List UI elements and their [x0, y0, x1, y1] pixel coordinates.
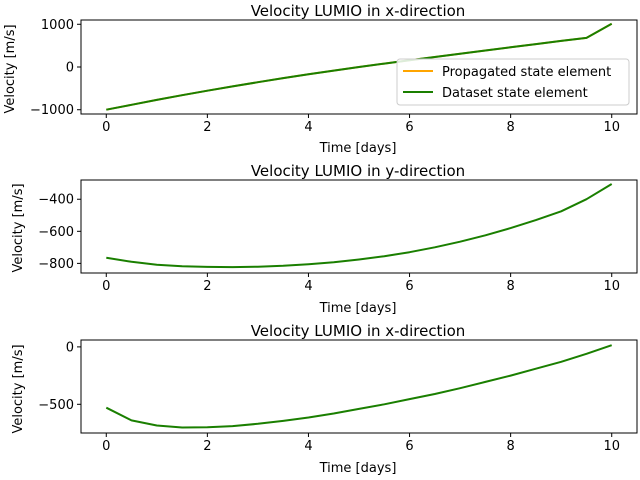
panel-2-ylabel: Velocity [m/s] — [11, 183, 26, 272]
panel-1-plot-area: 0 2 4 6 8 10 −1000 0 1000 — [30, 18, 638, 135]
legend-box — [396, 58, 630, 106]
panel-2-xtick-label: 2 — [203, 279, 211, 294]
panel-1-xtick-label: 4 — [304, 120, 312, 135]
panel-2-plot-area: 0 2 4 6 8 10 −800 −600 −400 — [38, 179, 638, 294]
panel-3-xtick-label: 6 — [405, 439, 413, 454]
panel-1-ytick-label: 1000 — [41, 18, 74, 33]
panel-3-xlabel: Time [days] — [319, 461, 397, 476]
panel-3-xtick-label: 4 — [304, 439, 312, 454]
panel-3-ytick-label: 0 — [66, 340, 74, 355]
panel-1-series-line-1 — [106, 22, 613, 111]
legend-label-propagated: Propagated state element — [442, 65, 611, 80]
panel-2-frame — [80, 179, 638, 274]
panel-1-xtick-label: 10 — [603, 120, 620, 135]
panel-2-xlabel: Time [days] — [319, 301, 397, 316]
panel-1-ylabel: Velocity [m/s] — [3, 24, 18, 113]
panel-2: Velocity LUMIO in y-direction 0 2 4 6 8 10 −80… — [11, 162, 638, 316]
panel-3: Velocity LUMIO in x-direction 0 2 4 6 8 10 −50… — [11, 322, 638, 476]
panel-3-frame — [80, 339, 638, 434]
panel-1-xtick-label: 0 — [102, 120, 110, 135]
panel-2-xtick-label: 10 — [603, 279, 620, 294]
panel-3-xtick-label: 10 — [603, 439, 620, 454]
panel-3-plot-area: 0 2 4 6 8 10 −500 0 — [38, 339, 638, 454]
panel-2-xtick-label: 4 — [304, 279, 312, 294]
panel-1-title: Velocity LUMIO in x-direction — [251, 2, 466, 20]
panel-2-xtick-label: 6 — [405, 279, 413, 294]
panel-3-ylabel: Velocity [m/s] — [11, 344, 26, 433]
panel-3-series-line-0 — [105, 344, 613, 429]
panel-1-xlabel: Time [days] — [319, 141, 397, 156]
panel-3-xtick-label: 2 — [203, 439, 211, 454]
panel-2-xtick-label: 0 — [102, 279, 110, 294]
legend-label-dataset: Dataset state element — [442, 86, 588, 101]
panel-1: Velocity LUMIO in x-direction 0 2 4 6 8 10 −10… — [3, 2, 638, 156]
panel-3-title: Velocity LUMIO in x-direction — [251, 322, 466, 340]
panel-2-series-line-0 — [106, 183, 613, 269]
panel-2-ytick-label: −400 — [38, 193, 74, 208]
panel-1-ytick-label: −1000 — [30, 103, 74, 118]
panel-2-title: Velocity LUMIO in y-direction — [251, 162, 465, 180]
legend: Propagated state element Dataset state e… — [396, 58, 630, 106]
panel-2-ytick-label: −800 — [38, 257, 74, 272]
panel-1-xtick-label: 2 — [203, 120, 211, 135]
panel-2-ytick-label: −600 — [38, 225, 74, 240]
panel-3-xtick-label: 0 — [102, 439, 110, 454]
panel-1-xtick-label: 6 — [405, 120, 413, 135]
panel-3-xtick-label: 8 — [506, 439, 514, 454]
panel-1-xtick-label: 8 — [506, 120, 514, 135]
panel-1-ytick-label: 0 — [66, 61, 74, 76]
panel-3-ytick-label: −500 — [38, 398, 74, 413]
panel-2-xtick-label: 8 — [506, 279, 514, 294]
